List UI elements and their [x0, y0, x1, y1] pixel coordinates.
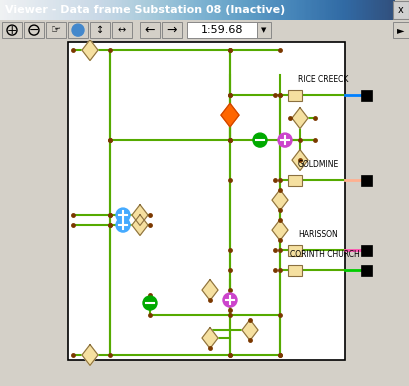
Bar [287, 174, 301, 186]
Circle shape [143, 296, 157, 310]
Text: x: x [397, 5, 403, 15]
Bar [68, 22, 88, 38]
Circle shape [116, 208, 130, 222]
Bar [392, 22, 408, 38]
Text: ←: ← [144, 24, 155, 37]
Circle shape [222, 293, 236, 307]
Bar [162, 22, 182, 38]
Polygon shape [82, 345, 98, 366]
Bar [287, 245, 301, 256]
Polygon shape [202, 328, 218, 349]
Polygon shape [202, 279, 218, 300]
Text: +: + [7, 24, 17, 37]
Bar [361, 174, 372, 186]
Text: ●: ● [73, 25, 83, 35]
Circle shape [116, 218, 130, 232]
Circle shape [252, 133, 266, 147]
Polygon shape [291, 108, 307, 129]
Bar [187, 22, 256, 38]
Text: ↕: ↕ [96, 25, 104, 35]
Polygon shape [132, 215, 148, 235]
Polygon shape [291, 150, 307, 171]
Bar [68, 42, 344, 360]
Text: ▼: ▼ [261, 27, 266, 33]
Polygon shape [132, 205, 148, 225]
Text: CORINTH CHURCH: CORINTH CHURCH [289, 250, 359, 259]
Bar [139, 22, 160, 38]
Text: →: → [166, 24, 177, 37]
Text: HARISSON: HARISSON [297, 230, 337, 239]
Polygon shape [82, 40, 98, 61]
Text: Viewer - Data frame Substation 08 (Inactive): Viewer - Data frame Substation 08 (Inact… [5, 5, 285, 15]
Bar [361, 90, 372, 101]
Text: −: − [29, 24, 39, 37]
Bar [24, 22, 44, 38]
Polygon shape [271, 190, 287, 210]
Bar [287, 264, 301, 276]
Circle shape [72, 24, 84, 36]
Text: RICE CREECK: RICE CREECK [297, 75, 348, 84]
Text: ↔: ↔ [118, 25, 126, 35]
Bar [361, 245, 372, 256]
Text: ☞: ☞ [51, 25, 61, 35]
Polygon shape [271, 220, 287, 240]
Bar [90, 22, 110, 38]
Text: GOLDMINE: GOLDMINE [297, 160, 338, 169]
Bar [46, 22, 66, 38]
Bar [2, 22, 22, 38]
Bar [361, 264, 372, 276]
Bar [256, 22, 270, 38]
Text: 1:59.68: 1:59.68 [200, 25, 243, 35]
Bar [112, 22, 132, 38]
Polygon shape [220, 103, 238, 127]
Circle shape [277, 133, 291, 147]
Text: ►: ► [396, 25, 404, 35]
Bar [392, 1, 408, 19]
Bar [287, 90, 301, 101]
Polygon shape [241, 320, 257, 340]
